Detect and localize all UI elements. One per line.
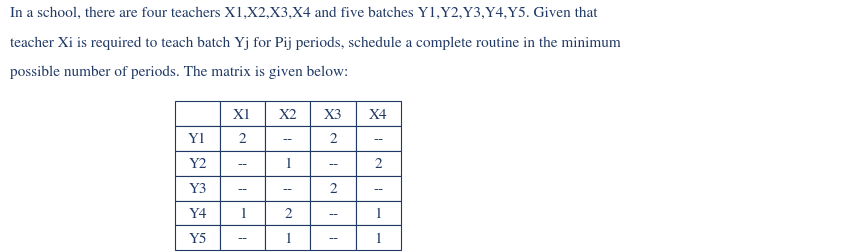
Text: 1: 1 bbox=[374, 207, 382, 220]
Text: teacher Xi is required to teach batch Yj for Pij periods, schedule a complete ro: teacher Xi is required to teach batch Yj… bbox=[10, 36, 620, 49]
Bar bbox=[355, 176, 400, 201]
Text: 1: 1 bbox=[284, 231, 291, 244]
Bar bbox=[220, 226, 265, 250]
Text: --: -- bbox=[282, 133, 293, 146]
Text: --: -- bbox=[237, 182, 248, 195]
Bar bbox=[265, 127, 310, 151]
Text: 1: 1 bbox=[284, 157, 291, 170]
Text: --: -- bbox=[327, 157, 338, 170]
Bar bbox=[175, 201, 220, 226]
Bar bbox=[310, 176, 355, 201]
Text: --: -- bbox=[327, 207, 338, 220]
Bar bbox=[355, 151, 400, 176]
Bar bbox=[220, 176, 265, 201]
Bar bbox=[220, 102, 265, 127]
Text: --: -- bbox=[372, 182, 383, 195]
Bar bbox=[175, 102, 220, 127]
Text: X2: X2 bbox=[279, 108, 296, 121]
Text: 2: 2 bbox=[239, 133, 246, 146]
Text: Y1: Y1 bbox=[188, 133, 206, 146]
Text: --: -- bbox=[237, 157, 248, 170]
Bar bbox=[355, 201, 400, 226]
Bar bbox=[310, 201, 355, 226]
Bar bbox=[310, 127, 355, 151]
Bar bbox=[265, 176, 310, 201]
Bar bbox=[355, 226, 400, 250]
Bar bbox=[265, 226, 310, 250]
Text: possible number of periods. The matrix is given below:: possible number of periods. The matrix i… bbox=[10, 66, 348, 79]
Text: Y4: Y4 bbox=[188, 207, 206, 220]
Bar bbox=[265, 201, 310, 226]
Bar bbox=[310, 226, 355, 250]
Bar bbox=[175, 151, 220, 176]
Bar bbox=[175, 127, 220, 151]
Text: 2: 2 bbox=[374, 157, 382, 170]
Text: Y2: Y2 bbox=[188, 157, 206, 170]
Bar bbox=[355, 127, 400, 151]
Bar bbox=[310, 151, 355, 176]
Text: 2: 2 bbox=[284, 207, 291, 220]
Bar bbox=[220, 127, 265, 151]
Text: 1: 1 bbox=[374, 231, 382, 244]
Text: --: -- bbox=[372, 133, 383, 146]
Text: 2: 2 bbox=[329, 133, 337, 146]
Bar bbox=[220, 151, 265, 176]
Text: In a school, there are four teachers X1,X2,X3,X4 and five batches Y1,Y2,Y3,Y4,Y5: In a school, there are four teachers X1,… bbox=[10, 6, 597, 20]
Bar bbox=[265, 102, 310, 127]
Bar bbox=[175, 226, 220, 250]
Text: X3: X3 bbox=[324, 108, 342, 121]
Text: Y3: Y3 bbox=[188, 182, 206, 195]
Bar bbox=[265, 151, 310, 176]
Text: --: -- bbox=[282, 182, 293, 195]
Text: --: -- bbox=[237, 231, 248, 244]
Text: 2: 2 bbox=[329, 182, 337, 195]
Text: --: -- bbox=[327, 231, 338, 244]
Bar bbox=[175, 176, 220, 201]
Bar bbox=[220, 201, 265, 226]
Text: X1: X1 bbox=[233, 108, 251, 121]
Bar bbox=[310, 102, 355, 127]
Text: X4: X4 bbox=[369, 108, 387, 121]
Bar bbox=[355, 102, 400, 127]
Text: Y5: Y5 bbox=[188, 231, 206, 244]
Text: 1: 1 bbox=[239, 207, 246, 220]
